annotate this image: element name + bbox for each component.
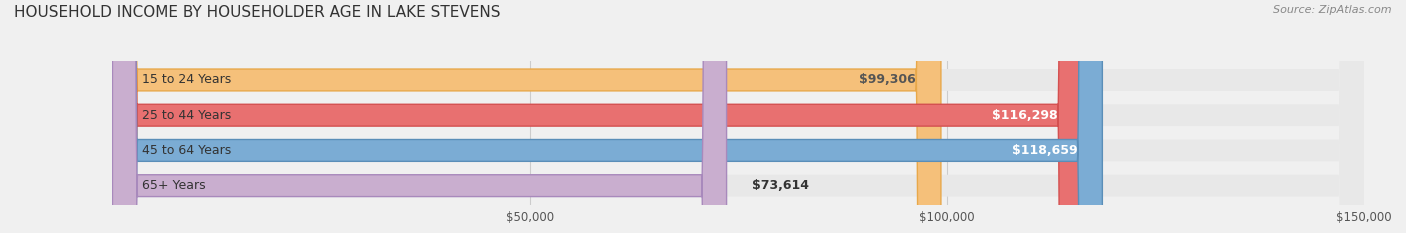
Text: 65+ Years: 65+ Years bbox=[142, 179, 205, 192]
FancyBboxPatch shape bbox=[112, 0, 1364, 233]
FancyBboxPatch shape bbox=[112, 0, 1083, 233]
Text: $73,614: $73,614 bbox=[752, 179, 808, 192]
Text: 15 to 24 Years: 15 to 24 Years bbox=[142, 73, 231, 86]
Text: $99,306: $99,306 bbox=[859, 73, 915, 86]
FancyBboxPatch shape bbox=[112, 0, 1364, 233]
FancyBboxPatch shape bbox=[112, 0, 1364, 233]
Text: 45 to 64 Years: 45 to 64 Years bbox=[142, 144, 231, 157]
Text: Source: ZipAtlas.com: Source: ZipAtlas.com bbox=[1274, 5, 1392, 15]
Text: 25 to 44 Years: 25 to 44 Years bbox=[142, 109, 231, 122]
FancyBboxPatch shape bbox=[112, 0, 1364, 233]
FancyBboxPatch shape bbox=[112, 0, 941, 233]
Text: $118,659: $118,659 bbox=[1012, 144, 1077, 157]
Text: $116,298: $116,298 bbox=[993, 109, 1057, 122]
FancyBboxPatch shape bbox=[112, 0, 1102, 233]
Text: HOUSEHOLD INCOME BY HOUSEHOLDER AGE IN LAKE STEVENS: HOUSEHOLD INCOME BY HOUSEHOLDER AGE IN L… bbox=[14, 5, 501, 20]
FancyBboxPatch shape bbox=[112, 0, 727, 233]
